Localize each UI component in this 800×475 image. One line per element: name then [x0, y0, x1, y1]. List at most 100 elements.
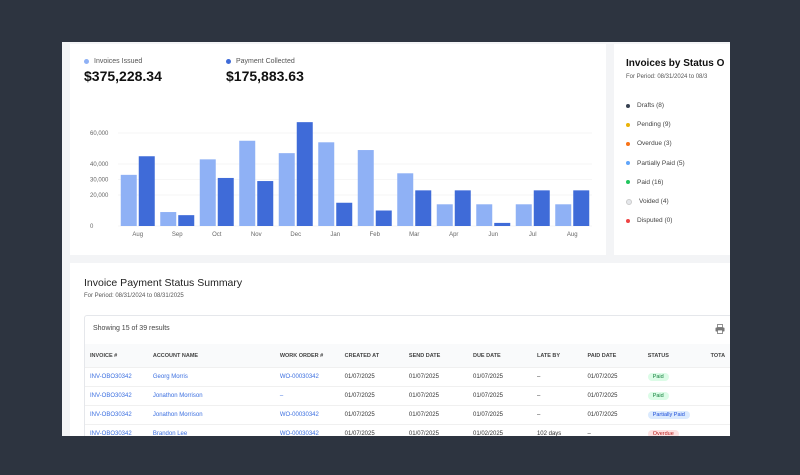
send-date: 01/07/2025 — [403, 424, 468, 436]
x-tick-label: Apr — [449, 232, 458, 238]
bar-payment-collected[interactable] — [138, 156, 155, 226]
status-label: Disputed (0) — [637, 217, 673, 225]
account-link[interactable]: Jonathon Morrison — [147, 405, 275, 425]
bar-invoices-issued[interactable] — [476, 204, 493, 226]
account-link[interactable]: Jonathon Morrison — [147, 386, 275, 406]
paid-date: – — [582, 424, 643, 436]
bar-payment-collected[interactable] — [336, 202, 353, 226]
send-date: 01/07/2025 — [403, 386, 468, 406]
column-header[interactable]: LATE BY — [536, 352, 561, 359]
y-tick-label: 20,000 — [90, 193, 109, 199]
app-frame: Invoices Issued $375,228.34 Payment Coll… — [62, 42, 730, 436]
results-count: Showing 15 of 39 results — [93, 325, 170, 332]
column-header[interactable]: PAID DATE — [587, 352, 617, 359]
bar-payment-collected[interactable] — [375, 210, 392, 227]
legend-payment-collected[interactable]: Payment Collected — [226, 58, 295, 65]
bar-payment-collected[interactable] — [257, 181, 274, 226]
due-date: 01/07/2025 — [467, 405, 532, 425]
status-item[interactable]: Drafts (8) — [626, 96, 685, 115]
bar-payment-collected[interactable] — [415, 190, 432, 226]
status-item[interactable]: Pending (9) — [626, 115, 685, 134]
table-header-row: INVOICE # ACCOUNT NAME WORK ORDER # CREATED… — [85, 344, 730, 368]
bar-invoices-issued[interactable] — [120, 174, 137, 226]
invoice-link[interactable]: INV-OBO30342 — [85, 386, 148, 406]
due-date: 01/02/2025 — [467, 424, 532, 436]
status-cell: Paid — [642, 367, 706, 387]
bar-invoices-issued[interactable] — [555, 204, 572, 226]
column-header[interactable]: ACCOUNT NAME — [152, 352, 199, 359]
bar-invoices-issued[interactable] — [199, 159, 216, 226]
table-row[interactable]: INV-OBO30342 Jonathon Morrison – 01/07/2025… — [85, 386, 730, 406]
status-item[interactable]: Disputed (0) — [626, 211, 685, 230]
paid-date: 01/07/2025 — [582, 405, 643, 425]
legend-dot — [226, 59, 231, 64]
invoice-link[interactable]: INV-OBO30342 — [85, 405, 148, 425]
bar-payment-collected[interactable] — [296, 122, 313, 226]
status-dot — [626, 198, 632, 205]
table-row[interactable]: INV-OBO30342 Jonathon Morrison WO-00030342… — [85, 405, 730, 425]
invoices-payments-chart-card: Invoices Issued $375,228.34 Payment Coll… — [70, 44, 606, 255]
y-tick-label: 0 — [90, 224, 94, 230]
status-dot — [626, 122, 630, 127]
bar-invoices-issued[interactable] — [278, 153, 295, 226]
bar-invoices-issued[interactable] — [239, 140, 256, 226]
column-header[interactable]: WORK ORDER # — [279, 352, 324, 359]
status-dot — [626, 161, 630, 166]
bar-invoices-issued[interactable] — [397, 173, 414, 226]
status-badge: Paid — [647, 392, 669, 400]
invoice-link[interactable]: INV-OBO30342 — [85, 424, 148, 436]
column-header[interactable]: CREATED AT — [344, 352, 380, 359]
work-order-link[interactable]: WO-00030342 — [274, 424, 340, 436]
bar-payment-collected[interactable] — [178, 215, 195, 226]
work-order-link[interactable]: – — [274, 386, 340, 406]
bar-invoices-issued[interactable] — [160, 212, 177, 226]
x-tick-label: Jun — [488, 232, 498, 238]
status-label: Paid (16) — [637, 178, 664, 186]
column-header[interactable]: DUE DATE — [472, 352, 501, 359]
payment-collected-total: $175,883.63 — [226, 68, 304, 84]
table-row[interactable]: INV-OBO30342 Georg Morris WO-00030342 01/07… — [85, 367, 730, 387]
bar-invoices-issued[interactable] — [318, 142, 335, 226]
invoice-payment-status-card: Invoice Payment Status Summary For Perio… — [70, 263, 730, 436]
bar-payment-collected[interactable] — [533, 190, 550, 226]
status-label: Pending (9) — [637, 121, 671, 129]
status-item[interactable]: Voided (4) — [626, 192, 685, 211]
legend-invoices-issued[interactable]: Invoices Issued — [84, 58, 142, 65]
bar-payment-collected[interactable] — [217, 177, 234, 226]
status-list: Drafts (8) Pending (9) Overdue (3) Partiall… — [626, 96, 685, 230]
status-label: Overdue (3) — [637, 140, 672, 148]
status-card-title: Invoices by Status O — [626, 58, 725, 69]
y-tick-label: 30,000 — [90, 178, 109, 184]
x-tick-label: Jan — [330, 232, 340, 238]
account-link[interactable]: Georg Morris — [147, 367, 275, 387]
bar-payment-collected[interactable] — [494, 222, 511, 226]
bar-invoices-issued[interactable] — [357, 150, 374, 226]
paid-date: 01/07/2025 — [582, 386, 643, 406]
status-item[interactable]: Partially Paid (5) — [626, 154, 685, 173]
account-link[interactable]: Brandon Lee — [147, 424, 275, 436]
x-tick-label: Feb — [370, 232, 381, 238]
print-icon[interactable] — [715, 324, 725, 334]
status-label: Drafts (8) — [637, 102, 665, 110]
bar-invoices-issued[interactable] — [436, 204, 453, 226]
bar-invoices-issued[interactable] — [515, 204, 532, 226]
bar-payment-collected[interactable] — [454, 190, 471, 226]
x-tick-label: Jul — [529, 232, 537, 238]
invoices-issued-total: $375,228.34 — [84, 68, 162, 84]
column-header[interactable]: TOTA — [710, 352, 726, 359]
table-card-period: For Period: 08/31/2024 to 08/31/2025 — [84, 293, 184, 299]
column-header[interactable]: INVOICE # — [90, 352, 118, 359]
x-tick-label: Aug — [567, 232, 578, 238]
invoice-link[interactable]: INV-OBO30342 — [85, 367, 148, 387]
status-badge: Overdue — [647, 430, 679, 436]
status-item[interactable]: Overdue (3) — [626, 134, 685, 153]
work-order-link[interactable]: WO-00030342 — [274, 405, 340, 425]
table-body: INV-OBO30342 Georg Morris WO-00030342 01/07… — [85, 367, 730, 436]
column-header[interactable]: STATUS — [647, 352, 669, 359]
table-row[interactable]: INV-OBO30342 Brandon Lee WO-00030342 01/07/… — [85, 424, 730, 436]
bar-payment-collected[interactable] — [573, 190, 590, 226]
column-header[interactable]: SEND DATE — [408, 352, 441, 359]
status-item[interactable]: Paid (16) — [626, 173, 685, 192]
total-cell — [705, 367, 730, 387]
work-order-link[interactable]: WO-00030342 — [274, 367, 340, 387]
